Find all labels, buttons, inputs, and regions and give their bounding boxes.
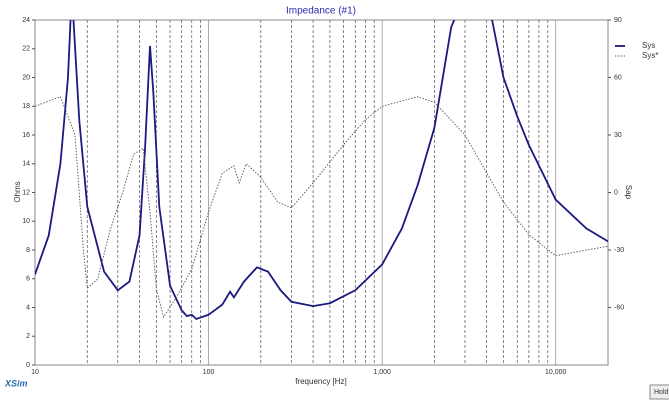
y-axis-label: Ohms (13, 181, 22, 202)
y2-tick-label: 30 (614, 132, 622, 139)
y-tick-label: 18 (22, 103, 30, 110)
y-tick-label: 0 (26, 362, 30, 369)
y-tick-label: 22 (22, 46, 30, 53)
y-tick-label: 4 (26, 304, 30, 311)
x-tick-label: 100 (203, 369, 215, 376)
hold-button-label[interactable]: Hold (654, 389, 669, 396)
y-tick-label: 20 (22, 74, 30, 81)
y2-tick-label: -60 (614, 304, 624, 311)
legend-label: Sys* (642, 51, 658, 60)
lines (35, 20, 608, 321)
series-line (35, 96, 608, 319)
legend-label: Sys (642, 41, 655, 50)
x-axis-label: frequency [Hz] (295, 377, 347, 386)
y-tick-label: 2 (26, 333, 30, 340)
y2-tick-label: -30 (614, 247, 624, 254)
y2-axis-label: Sap (624, 185, 633, 200)
brand: XSim (4, 378, 28, 388)
hold-button[interactable] (649, 384, 669, 400)
x-tick-label: 10 (31, 369, 39, 376)
y-tick-label: 12 (22, 189, 30, 196)
series-line (35, 20, 608, 321)
y-tick-label: 6 (26, 276, 30, 283)
y-tick-label: 14 (22, 161, 30, 168)
x-tick-label: 10,000 (545, 369, 567, 376)
y-tick-label: 24 (22, 17, 30, 24)
chart-title: Impedance (#1) (286, 6, 356, 17)
plot-area (34, 19, 609, 366)
y2-tick-label: 0 (614, 189, 618, 196)
y2-tick-label: 60 (614, 74, 622, 81)
y-tick-label: 8 (26, 247, 30, 254)
y-tick-label: 10 (22, 218, 30, 225)
x-tick-label: 1,000 (373, 369, 391, 376)
y-tick-label: 16 (22, 132, 30, 139)
y2-tick-label: 90 (614, 17, 622, 24)
